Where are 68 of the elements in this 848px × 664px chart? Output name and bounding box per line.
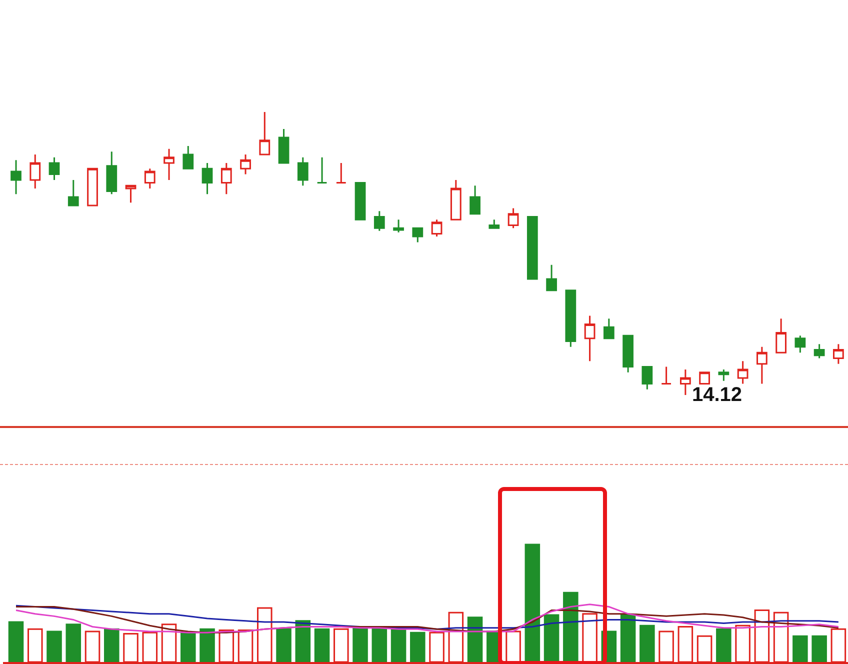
candlestick bbox=[660, 366, 672, 384]
candlestick bbox=[584, 315, 596, 362]
candlestick bbox=[297, 156, 308, 186]
bar bbox=[295, 620, 311, 662]
bar bbox=[46, 630, 62, 662]
candlestick bbox=[546, 264, 557, 292]
candlestick bbox=[316, 156, 328, 184]
candlestick bbox=[470, 184, 480, 215]
bar bbox=[582, 613, 598, 662]
candlestick bbox=[354, 182, 366, 220]
candlestick bbox=[833, 343, 844, 365]
candlestick bbox=[336, 162, 347, 184]
candlestick bbox=[565, 290, 576, 348]
candlestick bbox=[526, 216, 538, 280]
candlestick bbox=[240, 154, 251, 176]
candlestick bbox=[756, 346, 768, 384]
candlestick bbox=[30, 154, 41, 190]
candlestick bbox=[125, 184, 136, 204]
candlestick bbox=[393, 218, 404, 234]
candlestick bbox=[431, 218, 442, 238]
candlestick bbox=[450, 179, 462, 220]
candlestick bbox=[106, 150, 118, 195]
bar bbox=[467, 616, 483, 662]
candlestick bbox=[68, 179, 79, 206]
bar bbox=[640, 624, 655, 662]
candlestick bbox=[278, 128, 290, 164]
bar bbox=[390, 628, 406, 662]
candlestick bbox=[164, 148, 174, 181]
candlestick bbox=[182, 145, 194, 170]
candlestick bbox=[220, 162, 232, 195]
candlestick bbox=[488, 218, 500, 229]
candlestick bbox=[202, 162, 213, 195]
candlestick bbox=[642, 366, 653, 390]
candlestick bbox=[374, 210, 385, 232]
bar bbox=[792, 635, 808, 662]
candlestick bbox=[794, 334, 806, 354]
bar bbox=[104, 628, 120, 662]
bar bbox=[524, 544, 540, 662]
candlestick bbox=[699, 372, 710, 384]
bar bbox=[180, 632, 196, 662]
candlestick bbox=[776, 318, 786, 354]
candlestick bbox=[680, 368, 691, 396]
candlestick bbox=[144, 168, 156, 190]
bar bbox=[314, 628, 330, 662]
bar bbox=[812, 635, 827, 662]
bar bbox=[276, 628, 292, 662]
candlestick bbox=[412, 227, 424, 243]
candlestick bbox=[622, 334, 634, 374]
bar bbox=[372, 628, 388, 662]
bar bbox=[410, 632, 426, 662]
bar bbox=[66, 624, 82, 662]
bar bbox=[200, 628, 215, 662]
annotation: 14.12 bbox=[692, 384, 742, 406]
bar bbox=[544, 614, 560, 662]
candlestick bbox=[814, 343, 825, 359]
bar bbox=[716, 628, 732, 662]
candlestick bbox=[10, 159, 22, 195]
candlestick bbox=[259, 111, 270, 156]
candlestick bbox=[48, 156, 60, 181]
bar bbox=[352, 626, 368, 662]
candlestick bbox=[87, 168, 98, 206]
bar bbox=[620, 614, 636, 662]
candlestick bbox=[603, 318, 614, 340]
bar bbox=[563, 592, 578, 662]
candlestick bbox=[718, 368, 730, 382]
bar bbox=[8, 621, 24, 662]
candlestick bbox=[737, 360, 748, 384]
candlestick bbox=[508, 208, 519, 229]
